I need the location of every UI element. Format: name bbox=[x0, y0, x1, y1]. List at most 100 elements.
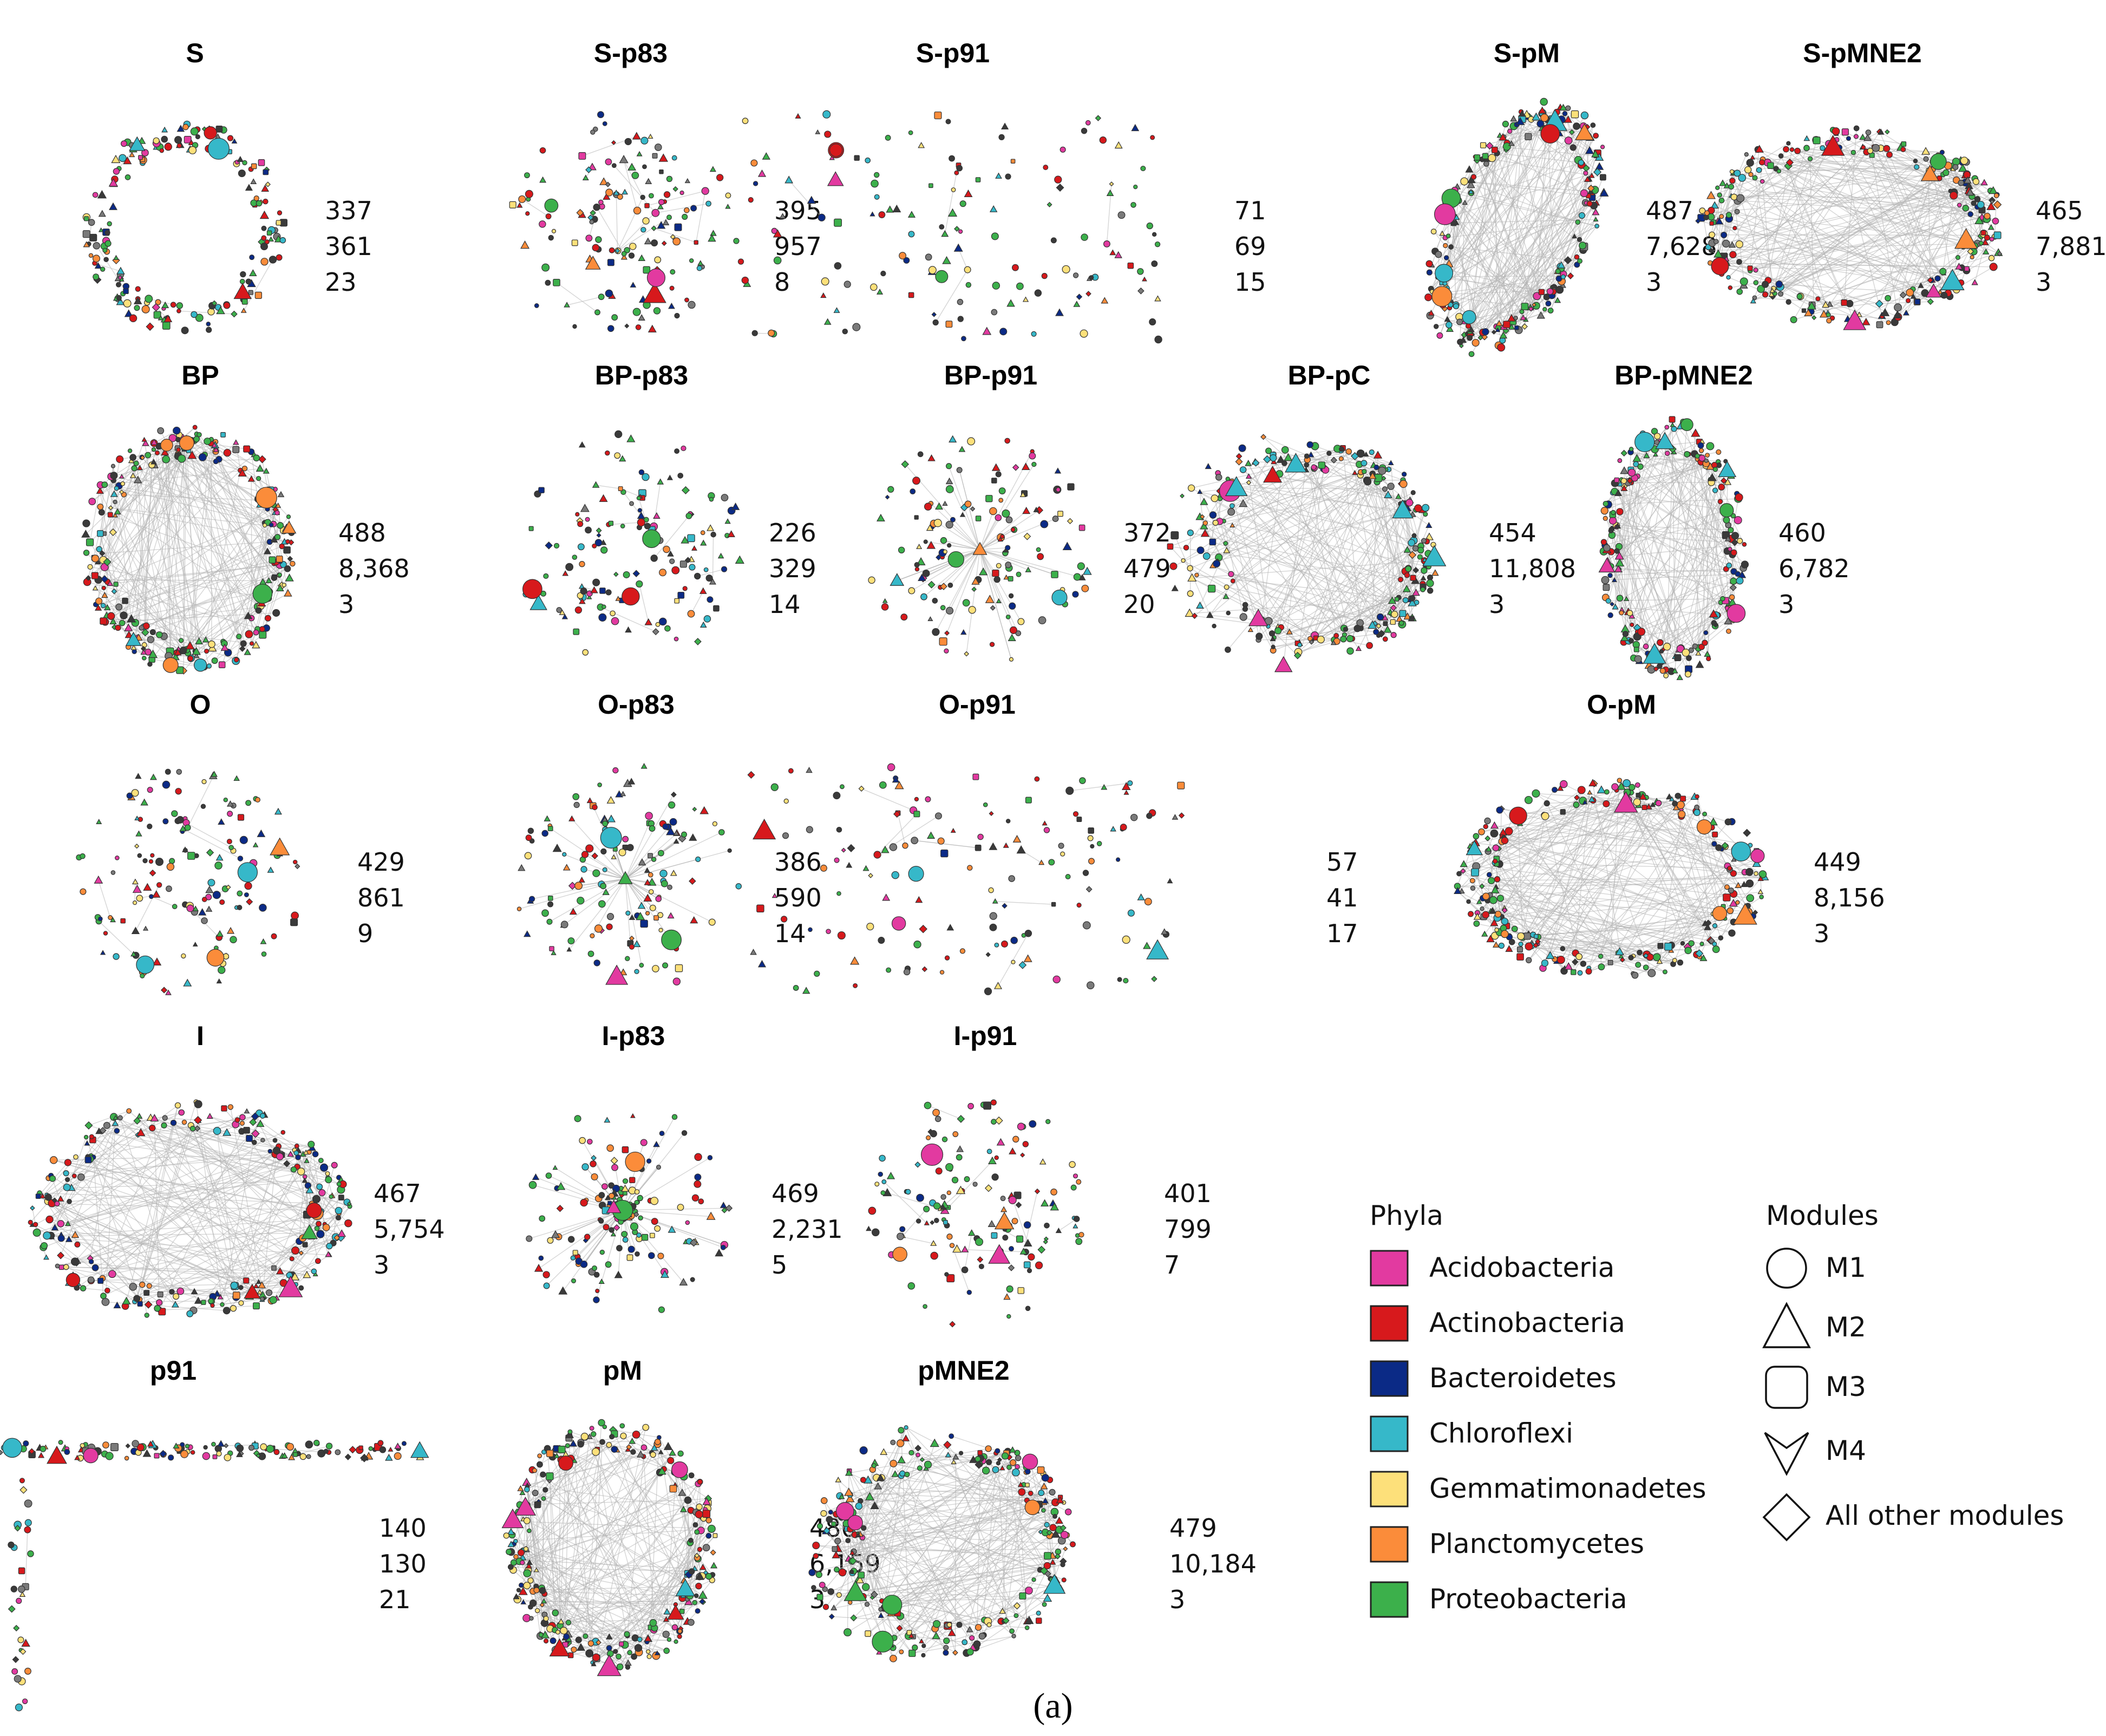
network-node bbox=[933, 1620, 941, 1628]
network-node bbox=[131, 789, 139, 797]
network-node bbox=[1465, 165, 1474, 173]
network-node bbox=[1966, 188, 1974, 196]
network-node bbox=[613, 1649, 618, 1654]
network-node bbox=[218, 661, 226, 669]
network-node bbox=[695, 1510, 703, 1519]
network-node bbox=[602, 888, 610, 895]
network-node bbox=[1454, 886, 1462, 894]
network-node bbox=[1005, 819, 1011, 824]
network-node bbox=[1206, 611, 1214, 618]
network-node bbox=[1615, 947, 1625, 955]
network-node bbox=[202, 1452, 211, 1460]
network-node bbox=[1016, 282, 1024, 290]
hub-node bbox=[835, 1502, 854, 1520]
network-node bbox=[1609, 525, 1616, 531]
network-node bbox=[1671, 667, 1678, 674]
network-node bbox=[193, 435, 200, 442]
network-node bbox=[1723, 516, 1730, 524]
network-node bbox=[579, 561, 585, 567]
network-node bbox=[182, 123, 189, 130]
network-node bbox=[840, 784, 845, 789]
network-node bbox=[634, 1189, 640, 1195]
network-node bbox=[596, 1639, 601, 1646]
network-node bbox=[577, 897, 585, 905]
network-node bbox=[1542, 307, 1547, 312]
network-node bbox=[619, 455, 626, 462]
network-node bbox=[793, 985, 799, 991]
network-node bbox=[878, 937, 885, 944]
network-node bbox=[779, 213, 786, 219]
network-node bbox=[148, 1125, 156, 1132]
network-node bbox=[952, 1453, 959, 1460]
network-nodes bbox=[808, 1425, 1076, 1662]
network-node bbox=[156, 882, 162, 888]
network-node bbox=[1317, 635, 1325, 644]
network-node bbox=[1017, 1287, 1025, 1294]
network-node bbox=[974, 1460, 983, 1469]
network-node bbox=[694, 240, 698, 245]
network-node bbox=[123, 299, 132, 308]
network-node bbox=[1382, 636, 1388, 642]
network-node bbox=[293, 1452, 298, 1457]
hub-node bbox=[47, 1445, 67, 1464]
network-node bbox=[1654, 433, 1661, 440]
network-node bbox=[878, 211, 886, 218]
network-node bbox=[632, 570, 640, 577]
network-node bbox=[580, 587, 587, 595]
network-node bbox=[847, 844, 855, 852]
network-node bbox=[1439, 230, 1446, 236]
network-edges bbox=[861, 782, 1130, 987]
network-node bbox=[1519, 309, 1525, 315]
network-node bbox=[1012, 464, 1019, 471]
hub-node bbox=[1022, 1453, 1038, 1470]
network-node bbox=[912, 1644, 918, 1651]
network-node bbox=[589, 219, 594, 225]
network-node bbox=[598, 1419, 605, 1427]
network-node bbox=[57, 1195, 64, 1202]
hub-node bbox=[522, 579, 542, 599]
network-node bbox=[720, 1244, 726, 1250]
network-node bbox=[1718, 197, 1725, 204]
network-node bbox=[94, 262, 102, 269]
network-node bbox=[952, 1131, 959, 1137]
hub-node bbox=[1731, 841, 1751, 862]
network-node bbox=[629, 944, 635, 950]
network-node bbox=[808, 1569, 816, 1576]
network-node bbox=[1025, 1306, 1031, 1311]
network-node bbox=[146, 1283, 152, 1289]
network-node bbox=[1011, 1634, 1016, 1639]
network-node bbox=[1997, 251, 2003, 257]
network-node bbox=[1014, 1450, 1021, 1456]
network-node bbox=[1587, 789, 1593, 795]
network-node bbox=[958, 1451, 964, 1456]
network-node bbox=[692, 807, 697, 812]
network-node bbox=[89, 1134, 94, 1139]
network-node bbox=[133, 475, 142, 484]
network-node bbox=[687, 610, 695, 618]
network-node bbox=[624, 1631, 630, 1637]
node-count: 479 bbox=[1169, 1513, 1217, 1543]
network-node bbox=[1627, 468, 1636, 477]
network-node bbox=[264, 547, 272, 554]
network-node bbox=[859, 1446, 868, 1455]
network-node bbox=[1072, 811, 1079, 817]
network-node bbox=[291, 1246, 300, 1255]
network-node bbox=[86, 538, 94, 546]
network-node bbox=[1964, 266, 1970, 272]
network-node bbox=[662, 962, 669, 969]
network-node bbox=[212, 891, 221, 899]
network-node bbox=[83, 216, 89, 221]
network-node bbox=[1666, 793, 1673, 800]
network-node bbox=[1420, 586, 1425, 592]
network-node bbox=[111, 154, 121, 164]
network-node bbox=[815, 1571, 823, 1578]
network-node bbox=[524, 930, 531, 937]
network-node bbox=[170, 1119, 177, 1126]
network-node bbox=[1964, 176, 1972, 184]
hub-node bbox=[252, 584, 273, 604]
network-node bbox=[1151, 260, 1158, 267]
network-node bbox=[1693, 809, 1701, 816]
network-node bbox=[1123, 789, 1129, 795]
network-node bbox=[183, 978, 192, 987]
